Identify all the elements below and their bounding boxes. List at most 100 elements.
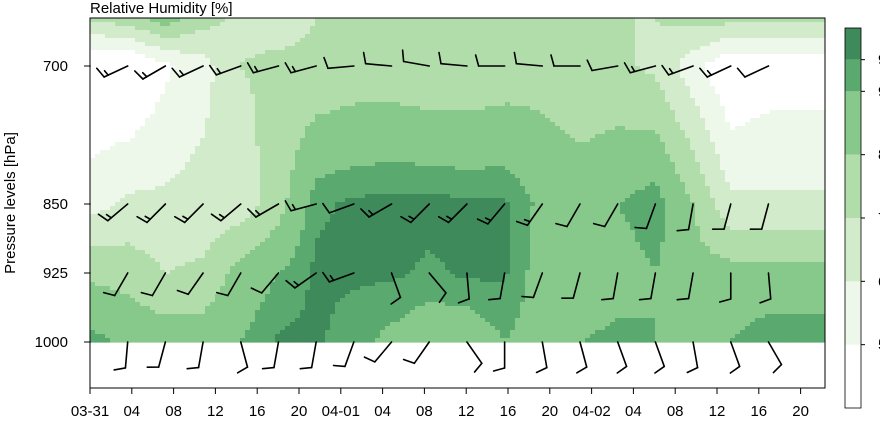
humidity-cell bbox=[465, 94, 471, 99]
humidity-cell bbox=[780, 74, 786, 79]
humidity-cell bbox=[570, 30, 576, 35]
humidity-cell bbox=[475, 86, 481, 91]
humidity-cell bbox=[480, 126, 486, 131]
humidity-cell bbox=[425, 18, 431, 23]
humidity-cell bbox=[450, 66, 456, 71]
humidity-cell bbox=[350, 38, 356, 43]
humidity-cell bbox=[360, 30, 366, 35]
humidity-cell bbox=[430, 62, 436, 67]
humidity-cell bbox=[750, 134, 756, 139]
humidity-cell bbox=[755, 58, 761, 63]
humidity-cell bbox=[310, 74, 316, 79]
humidity-cell bbox=[425, 34, 431, 39]
humidity-cell bbox=[120, 90, 126, 95]
humidity-cell bbox=[485, 114, 491, 119]
humidity-cell bbox=[525, 46, 531, 51]
humidity-cell bbox=[530, 34, 536, 39]
humidity-cell bbox=[315, 102, 321, 107]
humidity-cell bbox=[160, 90, 166, 95]
humidity-cell bbox=[655, 102, 661, 107]
humidity-cell bbox=[720, 102, 726, 107]
humidity-cell bbox=[585, 42, 591, 47]
humidity-cell bbox=[750, 110, 756, 115]
humidity-cell bbox=[785, 106, 791, 111]
humidity-cell bbox=[180, 86, 186, 91]
humidity-cell bbox=[440, 22, 446, 27]
humidity-cell bbox=[475, 90, 481, 95]
humidity-cell bbox=[650, 134, 656, 139]
humidity-cell bbox=[525, 50, 531, 55]
humidity-cell bbox=[395, 86, 401, 91]
humidity-cell bbox=[475, 46, 481, 51]
humidity-cell bbox=[140, 54, 146, 59]
humidity-cell bbox=[580, 118, 586, 123]
humidity-cell bbox=[240, 70, 246, 75]
humidity-cell bbox=[610, 58, 616, 63]
humidity-cell bbox=[240, 134, 246, 139]
humidity-cell bbox=[390, 106, 396, 111]
humidity-cell bbox=[755, 142, 761, 147]
humidity-cell bbox=[150, 78, 156, 83]
humidity-cell bbox=[575, 62, 581, 67]
humidity-cell bbox=[95, 74, 101, 79]
humidity-cell bbox=[690, 138, 696, 143]
humidity-cell bbox=[695, 126, 701, 131]
humidity-cell bbox=[660, 62, 666, 67]
humidity-cell bbox=[105, 42, 111, 47]
humidity-cell bbox=[805, 86, 811, 91]
humidity-cell bbox=[680, 94, 686, 99]
humidity-cell bbox=[760, 146, 766, 151]
humidity-cell bbox=[540, 102, 546, 107]
humidity-cell bbox=[375, 74, 381, 79]
humidity-cell bbox=[625, 146, 631, 151]
humidity-cell bbox=[325, 110, 331, 115]
humidity-cell bbox=[500, 42, 506, 47]
humidity-cell bbox=[180, 94, 186, 99]
humidity-cell bbox=[740, 22, 746, 27]
humidity-cell bbox=[710, 66, 716, 71]
humidity-cell bbox=[495, 110, 501, 115]
humidity-cell bbox=[700, 114, 706, 119]
humidity-cell bbox=[555, 114, 561, 119]
humidity-cell bbox=[505, 18, 511, 23]
humidity-cell bbox=[425, 62, 431, 67]
humidity-cell bbox=[530, 86, 536, 91]
humidity-cell bbox=[525, 122, 531, 127]
humidity-cell bbox=[690, 38, 696, 43]
humidity-cell bbox=[710, 62, 716, 67]
humidity-cell bbox=[605, 122, 611, 127]
humidity-cell bbox=[685, 114, 691, 119]
humidity-cell bbox=[170, 34, 176, 39]
humidity-cell bbox=[720, 22, 726, 27]
humidity-cell bbox=[330, 150, 336, 155]
humidity-cell bbox=[305, 38, 311, 43]
humidity-cell bbox=[795, 34, 801, 39]
humidity-cell bbox=[635, 142, 641, 147]
humidity-cell bbox=[450, 82, 456, 87]
humidity-cell bbox=[305, 110, 311, 115]
humidity-cell bbox=[590, 126, 596, 131]
humidity-cell bbox=[330, 46, 336, 51]
humidity-cell bbox=[485, 126, 491, 131]
humidity-cell bbox=[415, 18, 421, 23]
humidity-cell bbox=[445, 90, 451, 95]
humidity-cell bbox=[670, 150, 676, 155]
humidity-cell bbox=[195, 122, 201, 127]
humidity-cell bbox=[250, 86, 256, 91]
humidity-cell bbox=[490, 74, 496, 79]
humidity-cell bbox=[500, 94, 506, 99]
humidity-cell bbox=[385, 114, 391, 119]
humidity-cell bbox=[685, 106, 691, 111]
humidity-cell bbox=[445, 86, 451, 91]
humidity-cell bbox=[335, 130, 341, 135]
humidity-cell bbox=[320, 122, 326, 127]
humidity-cell bbox=[195, 146, 201, 151]
humidity-cell bbox=[470, 46, 476, 51]
humidity-cell bbox=[470, 66, 476, 71]
humidity-cell bbox=[475, 30, 481, 35]
humidity-cell bbox=[505, 102, 511, 107]
humidity-cell bbox=[95, 118, 101, 123]
humidity-cell bbox=[520, 54, 526, 59]
humidity-cell bbox=[390, 26, 396, 31]
humidity-cell bbox=[375, 78, 381, 83]
